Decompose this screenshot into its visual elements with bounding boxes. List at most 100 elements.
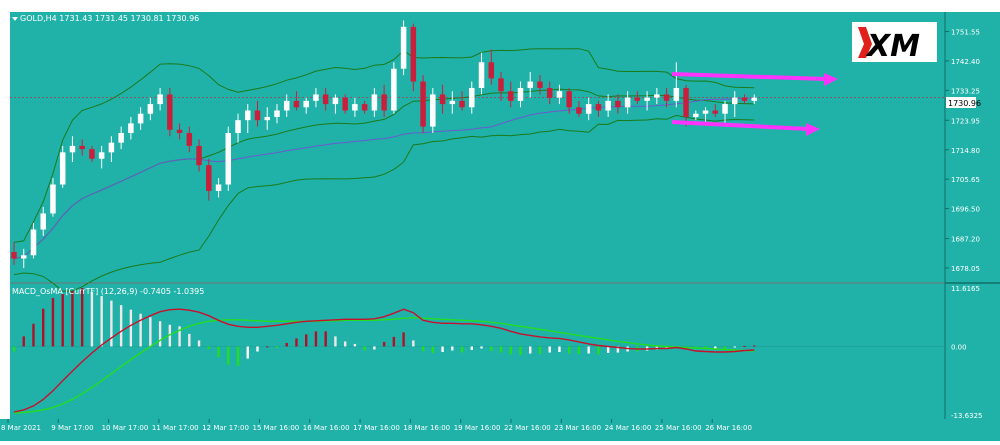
osma-bar (217, 346, 220, 358)
price-tick-label: 1687.20 (951, 236, 980, 244)
osma-bar (567, 346, 571, 354)
main-chart-header: GOLD,H4 1731.43 1731.45 1730.81 1730.96 (20, 14, 199, 23)
upper-band-line (13, 48, 755, 243)
candle-body (498, 78, 504, 92)
candle-body (283, 100, 290, 111)
current-price-label: 1730.96 (948, 99, 981, 108)
candle-body (245, 110, 251, 121)
candle-body (215, 184, 222, 191)
osma-bar (353, 343, 357, 347)
candle-body (254, 110, 261, 121)
moving-average-line (13, 97, 755, 259)
macd-tick-label: -13.6325 (951, 412, 982, 420)
candle-body (30, 229, 37, 256)
candle-body (537, 81, 543, 88)
candle-body (89, 149, 95, 159)
candle-body (507, 91, 514, 101)
candle-body (459, 100, 465, 108)
time-tick-label: 22 Mar 16:00 (504, 424, 551, 432)
osma-bar (392, 336, 396, 347)
candle-body (225, 133, 232, 185)
candle-body (108, 142, 115, 153)
candle-body (693, 113, 699, 117)
candle-body (712, 110, 719, 114)
osma-bar (606, 346, 610, 354)
osma-bar (178, 326, 181, 347)
candle-body (274, 110, 280, 117)
osma-bar (324, 331, 327, 347)
candle-body (702, 110, 709, 114)
osma-bar (285, 342, 288, 347)
time-tick-label: 12 Mar 17:00 (202, 424, 249, 432)
candle-body (663, 94, 670, 101)
candle-body (644, 97, 650, 101)
osma-bar (22, 336, 25, 347)
xm-logo-red-x (858, 27, 872, 58)
candle-body (624, 97, 631, 108)
price-pane[interactable] (10, 12, 945, 282)
osma-bar (743, 345, 746, 347)
candle-body (381, 94, 387, 111)
time-tick-label: 26 Mar 16:00 (705, 424, 752, 432)
candle-body (654, 94, 660, 98)
candle-body (196, 145, 202, 166)
osma-bar (616, 346, 620, 353)
osma-bar (71, 291, 74, 347)
osma-bar (723, 346, 727, 349)
candle-body (137, 113, 144, 124)
osma-bar (529, 346, 532, 354)
candle-body (186, 133, 193, 146)
candle-body (11, 252, 17, 259)
osma-bar (382, 341, 386, 347)
macd-line (13, 308, 755, 413)
osma-bar (227, 346, 230, 365)
osma-bar (548, 346, 551, 353)
header-triangle-icon (12, 17, 18, 21)
time-tick-label: 10 Mar 17:00 (102, 424, 149, 432)
osma-bar (51, 298, 55, 347)
macd-tick-label: 11.6165 (951, 285, 980, 293)
osma-bar (334, 336, 337, 347)
candles (11, 20, 757, 269)
osma-bar (714, 346, 717, 349)
candle-body (371, 94, 378, 111)
macd-pane[interactable] (10, 284, 945, 419)
candle-body (59, 152, 66, 185)
osma-bar (305, 334, 308, 347)
price-tick-label: 1723.95 (951, 117, 980, 125)
price-tick-label: 1714.80 (951, 147, 980, 155)
osma-bar (32, 323, 35, 347)
candle-body (410, 26, 417, 82)
osma-bar (207, 346, 210, 349)
time-tick-label: 17 Mar 16:00 (353, 424, 400, 432)
time-tick-label: 23 Mar 16:00 (554, 424, 601, 432)
osma-bar (451, 346, 454, 351)
candle-body (673, 87, 680, 101)
candle-body (420, 81, 426, 127)
candle-body (478, 62, 485, 88)
osma-bar (61, 294, 64, 347)
osma-bar (558, 346, 561, 353)
candle-body (517, 87, 524, 101)
candle-body (361, 104, 368, 111)
candle-body (430, 94, 436, 127)
time-tick-label: 8 Mar 2021 (1, 424, 41, 432)
osma-bar (100, 296, 103, 347)
osma-bar (149, 317, 152, 347)
candle-body (595, 104, 602, 111)
candle-body (342, 97, 348, 111)
candle-body (128, 123, 134, 134)
candle-body (527, 81, 533, 88)
osma-bar (460, 346, 464, 353)
candle-body (118, 133, 124, 143)
lower-arrow-line (671, 120, 809, 131)
upper-arrow-head (824, 73, 838, 86)
current-price-box (946, 97, 976, 108)
osma-bar (441, 346, 444, 353)
osma-bar (431, 346, 435, 354)
osma-bar (499, 346, 503, 353)
time-axis-pane (0, 419, 1000, 441)
candle-body (352, 104, 358, 111)
